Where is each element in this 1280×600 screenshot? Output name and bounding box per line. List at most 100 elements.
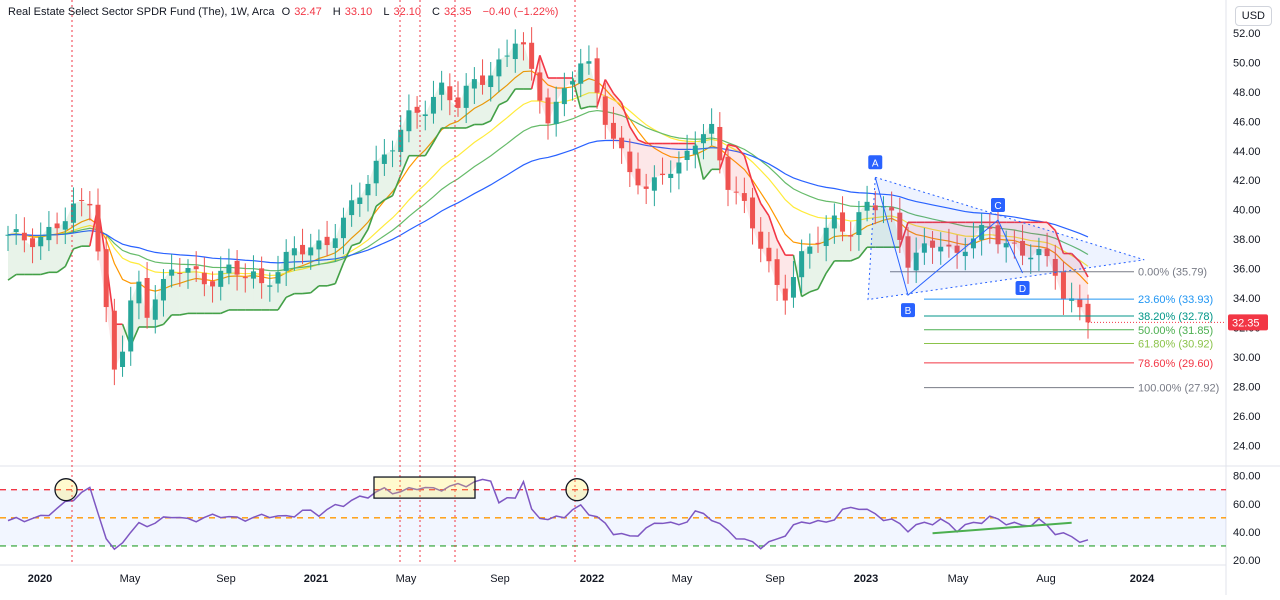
supertrend-fill	[318, 240, 328, 286]
supertrend-fill	[1030, 222, 1039, 258]
candle-body	[1003, 243, 1009, 248]
candle-body	[210, 281, 216, 287]
price-tick-label: 34.00	[1233, 293, 1261, 305]
supertrend-fill	[16, 229, 25, 275]
candle-body	[668, 173, 674, 179]
candle-body	[660, 173, 666, 176]
supertrend-fill	[188, 268, 197, 314]
supertrend-fill	[8, 229, 17, 281]
candle-body	[512, 43, 518, 60]
supertrend-fill	[81, 200, 90, 247]
supertrend-line	[302, 292, 311, 295]
supertrend-fill	[842, 231, 851, 261]
supertrend-line	[162, 314, 173, 325]
supertrend-line	[751, 182, 762, 204]
price-tick-label: 46.00	[1233, 116, 1261, 128]
candle-body	[741, 193, 747, 201]
price-tick-label: 44.00	[1233, 146, 1261, 158]
candle-body	[856, 212, 862, 236]
supertrend-fill	[809, 243, 818, 292]
supertrend-line	[817, 272, 827, 290]
time-tick-label: 2024	[1130, 573, 1155, 585]
candle-body	[848, 235, 854, 237]
supertrend-fill	[204, 284, 213, 314]
rsi-tick-label: 60.00	[1233, 499, 1261, 511]
candle-body	[185, 268, 191, 273]
supertrend-fill	[662, 143, 671, 176]
time-tick-label: 2023	[854, 573, 878, 585]
fib-level-label: 78.60% (29.60)	[1138, 358, 1213, 370]
fib-level-label: 38.20% (32.78)	[1138, 311, 1213, 323]
candle-body	[324, 236, 330, 246]
currency-button[interactable]: USD	[1234, 6, 1272, 26]
supertrend-line	[743, 155, 754, 184]
candle-body	[414, 106, 420, 113]
candle-body	[234, 260, 240, 275]
candle-body	[602, 96, 608, 125]
supertrend-fill	[171, 269, 180, 315]
supertrend-line	[465, 123, 475, 129]
supertrend-line	[858, 246, 868, 259]
candle-body	[54, 223, 60, 229]
candle-body	[308, 247, 314, 256]
supertrend-line	[506, 88, 516, 102]
supertrend-fill	[245, 271, 254, 310]
candle-body	[300, 244, 306, 255]
candle-body	[1077, 299, 1083, 308]
candle-body	[13, 229, 19, 232]
fib-level-label: 50.00% (31.85)	[1138, 325, 1213, 337]
candle-body	[5, 234, 11, 236]
candle-body	[1060, 272, 1066, 299]
supertrend-fill	[588, 61, 598, 107]
supertrend-line	[530, 55, 541, 90]
supertrend-fill	[343, 200, 352, 264]
supertrend-fill	[687, 143, 696, 151]
candle-body	[750, 197, 756, 229]
symbol-label: Real Estate Select Sector SPDR Fund (The…	[8, 6, 275, 18]
time-tick-label: May	[948, 573, 969, 585]
time-tick-label: 2021	[304, 573, 328, 585]
last-price-badge	[1228, 314, 1268, 331]
supertrend-line	[277, 296, 287, 311]
supertrend-line	[760, 202, 770, 217]
price-tick-label: 38.00	[1233, 234, 1261, 246]
candle-body	[570, 81, 576, 85]
candle-body	[38, 236, 44, 247]
rsi-line	[7, 478, 1089, 551]
supertrend-line	[326, 282, 336, 287]
supertrend-line	[56, 265, 66, 273]
candle-body	[46, 226, 52, 241]
candle-body	[733, 191, 739, 193]
supertrend-fill	[678, 143, 688, 163]
candle-body	[799, 251, 805, 278]
supertrend-line	[310, 285, 320, 294]
candle-body	[463, 85, 469, 108]
time-tick-label: Sep	[490, 573, 510, 585]
supertrend-fill	[327, 238, 336, 286]
price-tick-label: 24.00	[1233, 440, 1261, 452]
price-tick-label: 48.00	[1233, 87, 1261, 99]
pattern-point-marker	[1015, 281, 1030, 296]
supertrend-line	[620, 102, 631, 127]
candle-body	[160, 279, 166, 301]
supertrend-line	[391, 174, 402, 197]
fib-level-label: 100.00% (27.92)	[1138, 383, 1219, 395]
candle-body	[250, 271, 256, 279]
candle-body	[332, 238, 338, 248]
supertrend-fill	[670, 143, 679, 174]
candle-body	[496, 59, 502, 77]
candle-body	[889, 207, 895, 211]
supertrend-line	[367, 205, 377, 230]
supertrend-line	[179, 312, 189, 316]
supertrend	[7, 43, 1089, 370]
candle-body	[95, 204, 101, 252]
supertrend-line	[539, 54, 549, 79]
candle-body	[962, 251, 968, 257]
candle-body	[381, 154, 387, 164]
candle-body	[218, 270, 224, 287]
fib-level-label: 23.60% (33.93)	[1138, 294, 1213, 306]
candle-body	[610, 122, 616, 139]
candle-body	[275, 272, 281, 284]
